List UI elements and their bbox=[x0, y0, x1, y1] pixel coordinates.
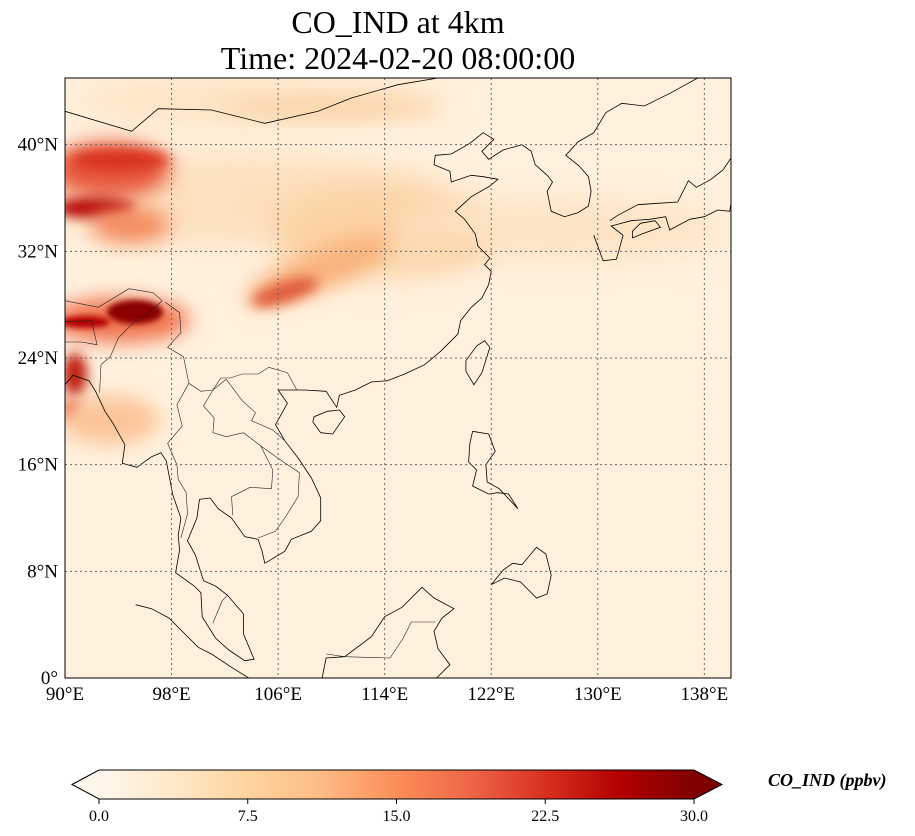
concentration-field bbox=[65, 78, 731, 678]
colorbar-tick-label: 22.5 bbox=[531, 808, 559, 825]
border-segment bbox=[257, 445, 300, 539]
lon-tick-label: 138°E bbox=[681, 684, 729, 705]
coastline-segment bbox=[593, 203, 731, 262]
colorbar-tick-label: 15.0 bbox=[383, 808, 411, 825]
colorbar: 0.0 7.5 15.0 22.5 30.0 bbox=[70, 769, 724, 825]
coastline-segment bbox=[278, 132, 523, 409]
border-segment bbox=[326, 621, 436, 659]
coastline-segment bbox=[490, 546, 552, 599]
coastline-segment bbox=[65, 374, 322, 662]
colorbar-extend-low bbox=[72, 770, 99, 799]
border-segment bbox=[212, 595, 228, 624]
lon-tick-label: 98°E bbox=[152, 684, 190, 705]
lon-tick-label: 122°E bbox=[467, 684, 515, 705]
lat-tick-label: 8°N bbox=[27, 561, 58, 582]
colorbar-label: CO_IND (ppbv) bbox=[768, 770, 887, 790]
coastline-segment bbox=[135, 604, 250, 678]
lon-tick-label: 90°E bbox=[46, 684, 84, 705]
colorbar-tick-labels: 0.0 7.5 15.0 22.5 30.0 bbox=[89, 799, 708, 825]
coastline-segment bbox=[312, 409, 346, 435]
longitude-tick-labels: 90°E 98°E 106°E 114°E 122°E 130°E 138°E bbox=[46, 684, 728, 705]
colorbar-ramp bbox=[99, 770, 694, 799]
lat-tick-label: 16°N bbox=[18, 455, 59, 476]
colorbar-extend-high bbox=[694, 770, 722, 799]
lat-tick-label: 24°N bbox=[18, 348, 59, 369]
colorbar-tick-label: 30.0 bbox=[680, 808, 708, 825]
coastline-segment bbox=[65, 78, 439, 132]
lat-tick-label: 32°N bbox=[18, 241, 59, 262]
coastline-segment bbox=[321, 586, 455, 678]
gridlines bbox=[65, 78, 731, 678]
colorbar-tick-label: 0.0 bbox=[89, 808, 109, 825]
colorbar-tick-label: 7.5 bbox=[238, 808, 258, 825]
coastline-segment bbox=[609, 144, 731, 222]
plot-frame bbox=[64, 77, 732, 679]
coastlines bbox=[65, 78, 731, 678]
plume-layer bbox=[65, 78, 730, 445]
map-title: CO_IND at 4km Time: 2024-02-20 08:00:00 bbox=[0, 4, 796, 76]
coastline-segment bbox=[632, 220, 662, 239]
lon-tick-label: 114°E bbox=[361, 684, 408, 705]
border-segment bbox=[203, 389, 274, 516]
title-time: Time: 2024-02-20 08:00:00 bbox=[220, 40, 576, 76]
lon-tick-label: 106°E bbox=[254, 684, 302, 705]
border-segment bbox=[65, 288, 163, 393]
lat-tick-label: 0° bbox=[41, 668, 58, 689]
coastline-segment bbox=[605, 78, 698, 114]
coastline-segment bbox=[465, 340, 491, 386]
border-segment bbox=[212, 378, 285, 441]
lon-tick-label: 130°E bbox=[574, 684, 622, 705]
border-segment bbox=[65, 320, 98, 346]
coastline-segment bbox=[521, 112, 607, 218]
title-variable: CO_IND at 4km bbox=[291, 4, 505, 40]
lat-tick-label: 40°N bbox=[18, 135, 59, 156]
latitude-tick-labels: 0° 8°N 16°N 24°N 32°N 40°N bbox=[18, 135, 59, 689]
